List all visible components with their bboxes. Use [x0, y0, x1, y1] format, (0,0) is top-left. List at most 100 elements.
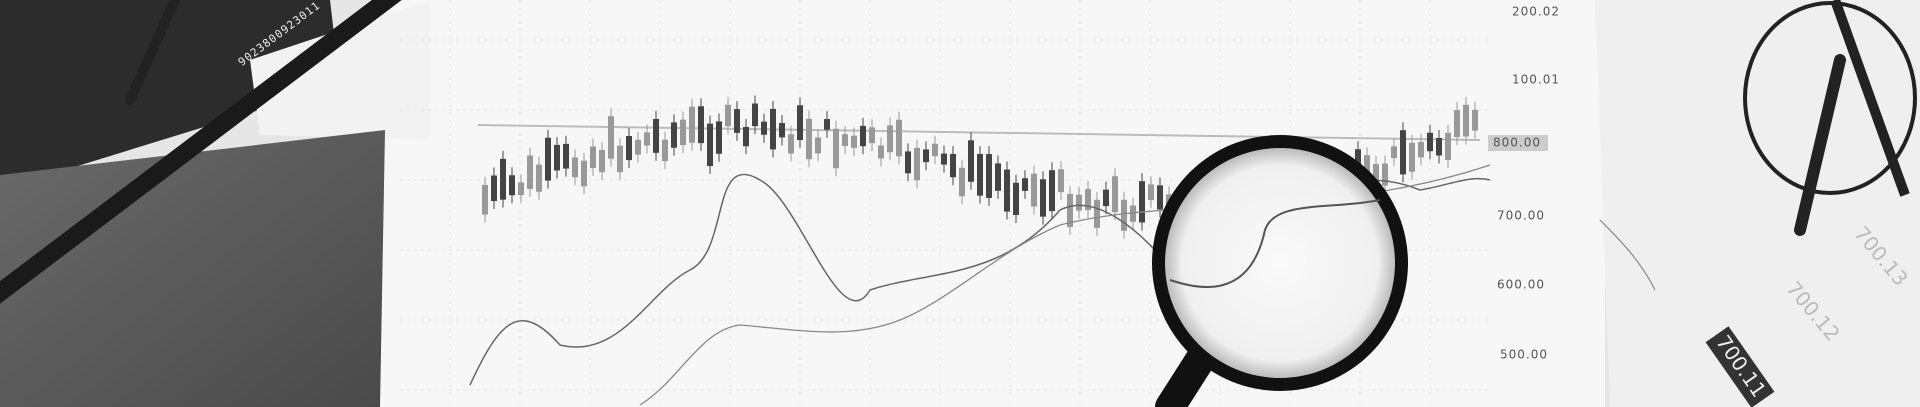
candle	[662, 139, 668, 162]
magnifier	[1152, 135, 1408, 407]
candle	[590, 146, 596, 169]
axis-label: 800.00	[1493, 136, 1541, 150]
candle	[887, 125, 893, 153]
candle	[788, 134, 794, 154]
candle	[1409, 142, 1415, 172]
reference-line	[477, 124, 1481, 141]
candle	[941, 153, 947, 165]
candle	[968, 140, 974, 182]
magnified-line	[1169, 199, 1381, 288]
notebook	[0, 0, 340, 190]
candle	[896, 119, 902, 157]
candle	[1067, 193, 1073, 228]
pen	[125, 0, 180, 105]
candle	[734, 109, 740, 133]
candle	[482, 184, 488, 215]
candle	[1139, 181, 1145, 223]
tag-bg	[1705, 326, 1775, 407]
candle	[635, 139, 641, 155]
candle	[797, 105, 803, 141]
candle	[1472, 109, 1478, 131]
card	[250, 0, 430, 140]
candle	[1058, 169, 1064, 193]
candle	[824, 119, 830, 130]
sketch-line	[1599, 219, 1656, 291]
candle	[743, 126, 749, 147]
candle	[725, 104, 731, 127]
candle	[977, 153, 983, 196]
candle	[1040, 179, 1046, 217]
candle	[1004, 169, 1010, 212]
candle	[1094, 199, 1100, 228]
candle	[554, 144, 560, 171]
candle	[1049, 170, 1055, 212]
candle	[1400, 130, 1406, 175]
candle	[770, 108, 776, 150]
candle	[851, 135, 857, 148]
candle	[1148, 184, 1154, 201]
candle	[1391, 146, 1397, 159]
chart-paper	[380, 0, 1605, 407]
candle	[608, 116, 614, 159]
candle	[752, 103, 758, 127]
label-tag	[1488, 135, 1548, 151]
candle	[599, 149, 605, 173]
candle	[617, 145, 623, 173]
axis-label: 700.00	[1497, 209, 1545, 223]
candle	[959, 167, 965, 197]
candle	[1022, 178, 1028, 191]
candle	[878, 145, 884, 159]
candle	[626, 136, 632, 161]
candle	[869, 127, 875, 144]
candle	[518, 182, 524, 196]
folder	[0, 130, 385, 407]
candle	[644, 132, 650, 146]
temple	[1794, 54, 1846, 236]
candle	[689, 106, 695, 143]
candle	[833, 128, 839, 169]
axis-label: 600.00	[1497, 278, 1545, 292]
candle	[581, 160, 587, 187]
candle	[779, 123, 785, 138]
handle	[1155, 345, 1215, 407]
candle	[806, 118, 812, 160]
lens	[1165, 148, 1395, 378]
candle	[1076, 194, 1082, 211]
candle	[716, 121, 722, 154]
candle	[842, 134, 848, 147]
candle	[1445, 132, 1451, 161]
candle	[1463, 104, 1469, 137]
candle	[860, 125, 866, 147]
glasses	[1743, 0, 1917, 236]
candle	[698, 106, 704, 144]
candle	[761, 121, 767, 135]
candle	[923, 149, 929, 163]
candle	[1130, 205, 1136, 222]
candle	[1427, 132, 1433, 152]
candle	[1085, 189, 1091, 211]
candle	[536, 164, 542, 192]
candle	[707, 123, 713, 167]
pencil-body	[0, 0, 402, 304]
candle	[671, 122, 677, 148]
candle	[1121, 199, 1127, 231]
axis-label: 100.01	[1512, 73, 1560, 87]
axis-label: 500.00	[1500, 348, 1548, 362]
candle	[995, 163, 1001, 191]
candle	[545, 137, 551, 181]
candle	[1103, 189, 1109, 207]
candle	[815, 137, 821, 154]
candle	[1454, 110, 1460, 138]
candle	[914, 147, 920, 181]
candle	[1436, 137, 1442, 156]
candle	[572, 157, 578, 178]
candle	[905, 151, 911, 174]
candle	[680, 119, 686, 146]
temple	[1830, 0, 1910, 197]
candle	[1373, 164, 1379, 190]
candle	[950, 154, 956, 178]
candle	[932, 143, 938, 157]
candle	[491, 175, 497, 202]
